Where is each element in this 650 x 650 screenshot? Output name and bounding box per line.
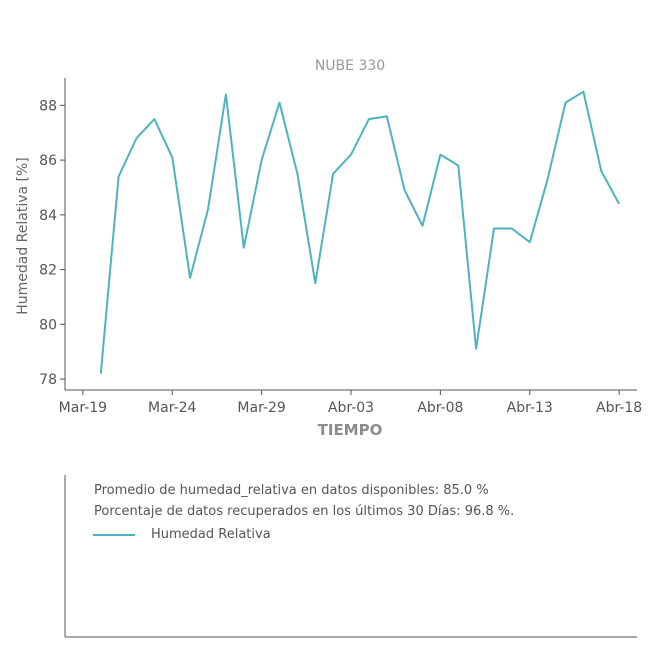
recovered-percentage-text: Porcentaje de datos recuperados en los ú… — [94, 504, 514, 519]
y-tick-label: 78 — [39, 372, 57, 388]
legend-label: Humedad Relativa — [151, 527, 271, 542]
x-tick-label: Abr-13 — [507, 400, 553, 416]
y-axis: 78 80 82 84 86 88 — [39, 78, 66, 390]
series-line-humedad-relativa — [99, 90, 620, 374]
average-text: Promedio de humedad_relativa en datos di… — [94, 483, 489, 498]
x-tick-label: Abr-18 — [596, 400, 642, 416]
chart-title: NUBE 330 — [315, 58, 385, 74]
y-tick-label: 84 — [39, 208, 57, 224]
series-group — [99, 90, 620, 374]
x-axis-title: TIEMPO — [318, 421, 383, 439]
y-tick-label: 88 — [39, 98, 57, 114]
x-tick-label: Mar-19 — [59, 400, 107, 416]
x-tick-label: Mar-24 — [148, 400, 196, 416]
x-tick-label: Abr-03 — [328, 400, 374, 416]
y-axis-title: Humedad Relativa [%] — [15, 157, 31, 315]
y-tick-label: 86 — [39, 153, 57, 169]
info-box: Promedio de humedad_relativa en datos di… — [64, 475, 637, 638]
x-tick-label: Mar-29 — [237, 400, 285, 416]
y-tick-label: 80 — [39, 317, 57, 333]
x-tick-label: Abr-08 — [417, 400, 463, 416]
y-tick-label: 82 — [39, 263, 57, 279]
x-axis: Mar-19 Mar-24 Mar-29 Abr-03 Abr-08 Abr-13 Abr-… — [59, 389, 642, 416]
